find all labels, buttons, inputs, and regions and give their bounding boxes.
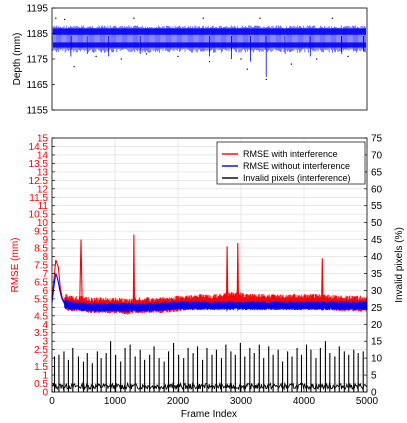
depth-panel: 1155 1165 1175 1185 1195 Depth (mm) <box>12 4 368 117</box>
rmse-series-group <box>51 234 368 392</box>
rmse-right-y-tick-label: 25 <box>371 303 383 314</box>
rmse-left-y-tick-label: 4.5 <box>34 311 48 322</box>
depth-outlier-point <box>73 66 75 68</box>
legend-label-rmse-without-interference: RMSE without interference <box>243 161 350 171</box>
depth-outlier-point <box>64 18 66 21</box>
rmse-right-y-tick-label: 40 <box>371 252 383 263</box>
rmse-x-tick-label: 0 <box>49 396 55 407</box>
depth-outlier-point <box>120 58 122 60</box>
rmse-left-y-tick-label: 4 <box>42 320 48 331</box>
depth-outlier-point <box>259 17 261 19</box>
depth-outlier-point <box>95 55 97 57</box>
rmse-right-y-tick-label: 45 <box>371 235 383 246</box>
rmse-left-y-ticks: 00.511.522.533.544.555.566.577.588.599.5… <box>29 134 55 399</box>
invalid-pixels-baseline <box>51 381 367 391</box>
rmse-left-y-tick-label: 0.5 <box>34 379 48 390</box>
legend-label-invalid-pixels: Invalid pixels (interference) <box>243 173 351 183</box>
rmse-legend: RMSE with interference RMSE without inte… <box>216 141 366 185</box>
depth-y-axis-label: Depth (mm) <box>12 33 23 86</box>
rmse-x-axis-label: Frame Index <box>181 409 237 420</box>
rmse-right-y-tick-label: 65 <box>371 167 383 178</box>
rmse-left-y-tick-label: 2.5 <box>34 345 48 356</box>
rmse-x-tick-label: 3000 <box>230 396 253 407</box>
rmse-panel: 00.511.522.533.544.555.566.577.588.599.5… <box>10 134 405 421</box>
depth-outlier-points <box>55 17 349 80</box>
rmse-right-y-tick-label: 35 <box>371 269 383 280</box>
rmse-left-y-tick-label: 15 <box>37 134 49 145</box>
rmse-right-y-tick-label: 55 <box>371 201 383 212</box>
legend-label-rmse-with-interference: RMSE with interference <box>243 149 338 159</box>
rmse-left-y-tick-label: 6.5 <box>34 277 48 288</box>
rmse-left-y-tick-label: 3 <box>42 337 48 348</box>
rmse-left-y-tick-label: 2 <box>42 354 48 365</box>
rmse-x-tick-label: 5000 <box>356 396 379 407</box>
rmse-left-y-axis-label: RMSE (mm) <box>10 238 21 293</box>
depth-outlier-point <box>208 61 211 63</box>
rmse-left-y-tick-label: 14.5 <box>29 142 49 153</box>
rmse-left-y-tick-label: 12 <box>37 184 49 195</box>
depth-y-tick-label: 1195 <box>26 4 48 15</box>
rmse-left-y-tick-label: 13.5 <box>29 159 49 170</box>
rmse-x-tick-label: 4000 <box>293 396 316 407</box>
rmse-x-tick-label: 2000 <box>167 396 190 407</box>
rmse-left-y-tick-label: 6 <box>42 286 48 297</box>
depth-outlier-point <box>316 58 318 60</box>
rmse-left-y-tick-label: 1 <box>42 371 48 382</box>
rmse-x-tick-label: 1000 <box>104 396 127 407</box>
rmse-right-y-tick-label: 50 <box>371 218 383 229</box>
rmse-left-y-tick-label: 9.5 <box>34 227 48 238</box>
depth-band-upper-strip <box>53 28 366 35</box>
depth-outlier-point <box>290 63 292 65</box>
rmse-x-ticks: 0 1000 2000 3000 4000 5000 <box>49 389 379 407</box>
depth-y-ticks: 1155 1165 1175 1185 1195 <box>26 4 55 117</box>
rmse-left-y-tick-label: 14 <box>37 150 49 161</box>
rmse-right-y-axis-label: Invalid pixels (%) <box>394 227 405 303</box>
rmse-right-y-tick-label: 5 <box>371 371 377 382</box>
depth-outlier-point <box>145 53 148 55</box>
depth-outlier-point <box>202 17 204 19</box>
depth-outlier-point <box>240 58 242 60</box>
rmse-left-y-tick-label: 7.5 <box>34 261 48 272</box>
rmse-left-y-tick-label: 5 <box>42 303 48 314</box>
rmse-left-y-tick-label: 13 <box>37 167 49 178</box>
depth-outlier-point <box>133 17 135 19</box>
rmse-right-y-tick-label: 30 <box>371 286 383 297</box>
rmse-without-interference-line <box>51 273 367 308</box>
depth-plot-frame <box>51 7 368 111</box>
depth-outlier-point <box>55 17 57 19</box>
depth-y-tick-label: 1155 <box>26 106 48 117</box>
depth-outlier-point <box>177 55 179 57</box>
depth-outlier-point <box>347 55 349 57</box>
rmse-right-y-ticks: 0 5 10 15 20 25 30 35 40 45 50 55 60 65 70 75 <box>364 134 383 399</box>
depth-y-tick-label: 1175 <box>26 55 48 66</box>
rmse-left-y-tick-label: 3.5 <box>34 328 48 339</box>
legend-box <box>216 141 366 185</box>
depth-outlier-point <box>331 17 333 19</box>
rmse-left-y-tick-label: 11.5 <box>29 193 48 204</box>
rmse-left-y-tick-label: 8 <box>42 252 48 263</box>
rmse-right-y-tick-label: 60 <box>371 184 383 195</box>
rmse-left-y-tick-label: 7 <box>42 269 48 280</box>
depth-outlier-point <box>265 78 267 80</box>
rmse-left-y-tick-label: 1.5 <box>34 362 48 373</box>
rmse-right-y-tick-label: 75 <box>371 134 383 145</box>
rmse-left-y-tick-label: 5.5 <box>34 294 48 305</box>
depth-outlier-point <box>246 68 248 70</box>
rmse-left-y-tick-label: 8.5 <box>34 244 48 255</box>
rmse-right-y-tick-label: 70 <box>371 150 383 161</box>
depth-y-tick-label: 1185 <box>26 29 48 40</box>
rmse-right-y-tick-label: 10 <box>371 354 383 365</box>
rmse-left-y-tick-label: 10.5 <box>29 210 49 221</box>
rmse-left-y-tick-label: 12.5 <box>29 176 49 187</box>
rmse-right-y-tick-label: 15 <box>371 337 383 348</box>
depth-band-group <box>52 25 366 77</box>
rmse-right-y-tick-label: 0 <box>371 388 377 399</box>
depth-y-tick-label: 1165 <box>26 80 48 91</box>
rmse-right-y-tick-label: 20 <box>371 320 383 331</box>
rmse-left-y-tick-label: 10 <box>37 218 49 229</box>
rmse-left-y-tick-label: 0 <box>42 388 48 399</box>
rmse-left-y-tick-label: 11 <box>38 201 49 212</box>
rmse-left-y-tick-label: 9 <box>42 235 48 246</box>
